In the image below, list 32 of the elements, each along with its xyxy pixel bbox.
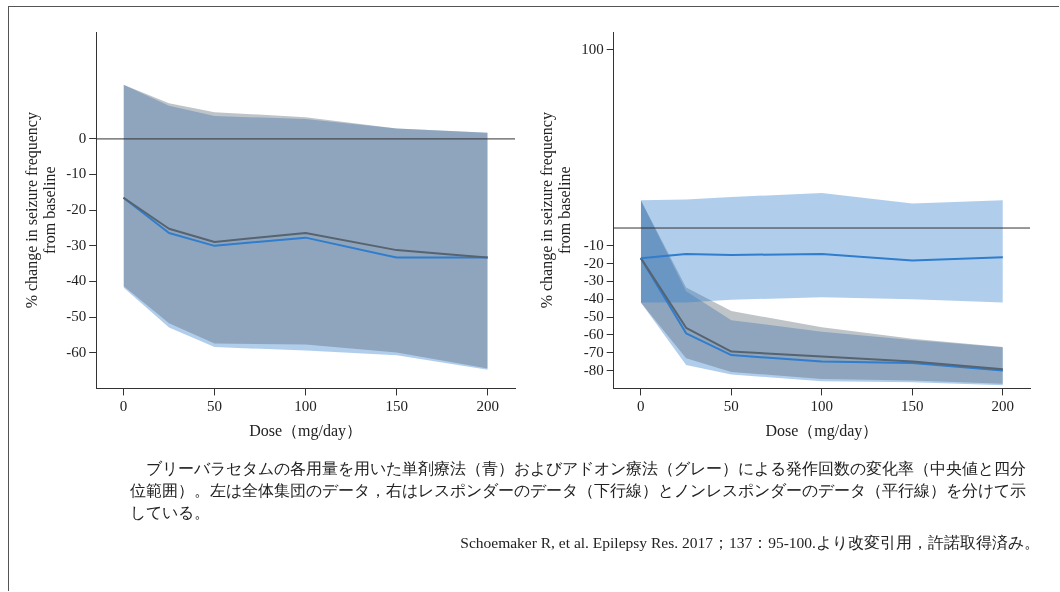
y-tick-label: -40 (66, 272, 87, 289)
x-tick-label: 200 (991, 398, 1015, 415)
y-tick-label: -10 (66, 165, 87, 182)
y-tick-label: -80 (583, 361, 604, 378)
y-tick-label: 0 (78, 129, 87, 146)
y-tick-label: -50 (66, 308, 87, 325)
x-tick-label: 0 (119, 398, 128, 415)
x-tick-label: 0 (637, 398, 645, 415)
y-tick-label: -10 (583, 236, 604, 253)
y-tick-label: -30 (583, 272, 604, 289)
y-tick-label: -40 (583, 290, 604, 307)
x-tick-label: 200 (476, 398, 499, 415)
y-tick-label: -60 (66, 343, 87, 360)
y-tick-label: -20 (66, 201, 87, 218)
x-tick-label: 100 (810, 398, 834, 415)
y-tick-label: 100 (581, 40, 604, 57)
y-tick-label: -20 (583, 254, 604, 271)
text: ブリーバラセタムの各用量を用いた単剤療法（青）およびアドオン療法（グレー）による発作回数の変化率（中央値と四分位範囲）。左は全体集団のデータ，右はレスポンダーのデータ（下行線）とノンレスポンダーのデータ（平行線）を分けて示している。 (130, 459, 1027, 523)
x-tick-label: 150 (901, 398, 924, 415)
y-tick-label: -60 (583, 325, 604, 342)
x-tick-label: 50 (723, 398, 739, 415)
y-tick-label: -30 (66, 236, 87, 253)
y-tick-label: -70 (583, 343, 604, 360)
x-tick-label: 50 (207, 398, 223, 415)
y-tick-label: -50 (583, 308, 604, 325)
text: Schoemaker R, et al. Epilepsy Res. 2017；137：95-100.より改変引用，許諾取得済み。 (459, 533, 1040, 553)
y-axis-title: % change in seizure frequency from baseline (538, 112, 573, 309)
y-axis-title: % change in seizure frequency from baseline (23, 112, 58, 309)
x-axis-title: Dose（mg/day） (249, 422, 363, 441)
x-tick-label: 150 (385, 398, 408, 415)
x-tick-label: 100 (294, 398, 317, 415)
x-axis-title: Dose（mg/day） (765, 422, 879, 441)
